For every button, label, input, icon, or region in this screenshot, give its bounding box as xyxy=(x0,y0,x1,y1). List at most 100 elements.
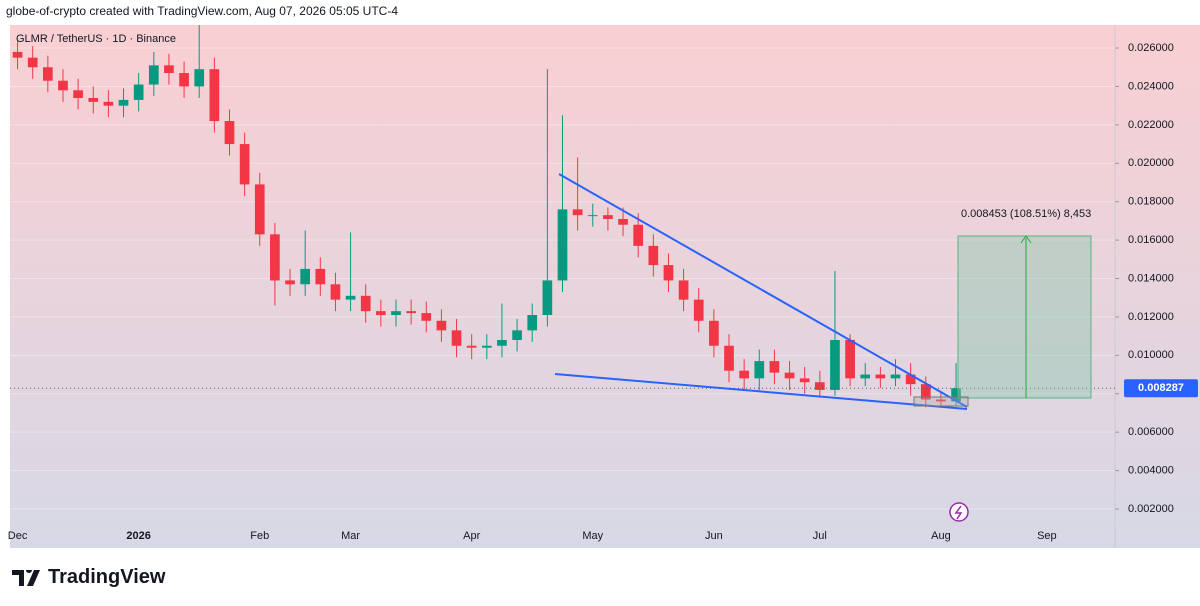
candle-body xyxy=(360,295,371,312)
candle-body xyxy=(693,299,704,321)
last-price-label: 0.008287 xyxy=(1138,382,1184,394)
consolidation-box xyxy=(913,396,969,407)
candle-body xyxy=(648,245,659,266)
candle-body xyxy=(254,184,265,235)
event-icon-bolt xyxy=(954,505,963,520)
y-tick-label: 0.020000 xyxy=(1128,157,1174,169)
candle-body xyxy=(920,384,931,400)
chart: 0.008453 (108.51%) 8,453 GLMR / TetherUS… xyxy=(8,25,1200,548)
candle-body xyxy=(285,280,295,285)
target-zone xyxy=(957,235,1092,399)
candle-body xyxy=(830,339,840,390)
candle-body xyxy=(270,234,280,281)
candle-body xyxy=(663,265,674,281)
x-tick-label: Aug xyxy=(931,530,951,542)
candle-body xyxy=(512,330,522,340)
candle-body xyxy=(103,101,114,106)
candle-body xyxy=(406,311,416,314)
y-tick-label: 0.002000 xyxy=(1128,503,1174,515)
header: globe-of-crypto created with TradingView… xyxy=(6,4,398,18)
candle-body xyxy=(118,99,129,106)
candle-body xyxy=(784,372,795,379)
candle-body xyxy=(769,361,780,373)
x-tick-label: Mar xyxy=(341,530,360,542)
x-tick-label: 2026 xyxy=(126,530,150,542)
candle-body xyxy=(557,209,568,281)
candle-body xyxy=(905,374,916,385)
candle-body xyxy=(300,268,311,285)
candle-body xyxy=(497,339,507,346)
plot-background xyxy=(10,25,1200,548)
candle-body xyxy=(618,218,628,225)
candle-body xyxy=(890,374,901,379)
candle-body xyxy=(12,51,23,58)
candle-body xyxy=(572,209,583,216)
candle-body xyxy=(239,144,250,185)
brand-name: TradingView xyxy=(48,566,166,588)
candle-body xyxy=(633,224,644,246)
candle-body xyxy=(88,97,99,102)
candle-body xyxy=(224,121,235,145)
target-arrow-head xyxy=(1020,235,1032,244)
candle-body xyxy=(709,320,719,346)
y-tick-label: 0.004000 xyxy=(1128,464,1174,476)
candle-body xyxy=(421,313,432,321)
y-tick-label: 0.006000 xyxy=(1128,426,1174,438)
candle-body xyxy=(860,374,871,379)
x-tick-label: Sep xyxy=(1037,530,1057,542)
candle-body xyxy=(376,311,386,316)
candle-body xyxy=(164,65,174,74)
brand: TradingView xyxy=(12,566,165,589)
y-tick-label: 0.022000 xyxy=(1128,119,1174,131)
candle-body xyxy=(481,345,492,348)
candle-body xyxy=(194,69,205,87)
y-tick-label: 0.014000 xyxy=(1128,272,1174,284)
y-tick-label: 0.024000 xyxy=(1128,80,1174,92)
candle-body xyxy=(330,284,341,300)
candle-body xyxy=(436,320,447,331)
chart-title: GLMR / TetherUS · 1D · Binance xyxy=(16,33,176,45)
candle-body xyxy=(587,215,598,217)
candle-body xyxy=(845,339,855,379)
candle-body xyxy=(466,345,477,348)
candle-body xyxy=(209,69,220,122)
event-icon[interactable] xyxy=(949,502,969,522)
candle-body xyxy=(724,345,734,371)
x-tick-label: Dec xyxy=(8,530,28,542)
upper-trendline xyxy=(558,173,968,408)
candle-body xyxy=(527,315,538,331)
y-tick-label: 0.018000 xyxy=(1128,196,1174,208)
y-tick-label: 0.010000 xyxy=(1128,349,1174,361)
candle-body xyxy=(951,388,961,402)
candle-body xyxy=(542,280,553,316)
y-tick-label: 0.012000 xyxy=(1128,311,1174,323)
last-price-tag xyxy=(1124,379,1198,398)
candle-body xyxy=(58,80,68,91)
candle-body xyxy=(875,374,886,379)
y-tick-label: 0.026000 xyxy=(1128,42,1174,54)
candle-body xyxy=(391,311,401,316)
candle-body xyxy=(936,399,946,402)
x-tick-label: Apr xyxy=(463,530,480,542)
candle-body xyxy=(451,330,462,346)
candle-body xyxy=(754,361,765,379)
x-tick-label: Feb xyxy=(250,530,269,542)
candle-body xyxy=(42,67,53,81)
position-label: 0.008453 (108.51%) 8,453 xyxy=(961,208,1091,220)
candle-body xyxy=(315,268,326,285)
candle-body xyxy=(678,280,689,300)
candle-body xyxy=(814,382,825,390)
y-tick-label: 0.016000 xyxy=(1128,234,1174,246)
candle-body xyxy=(27,57,38,68)
candle-body xyxy=(799,378,810,383)
candle-body xyxy=(179,73,189,87)
x-tick-label: Jul xyxy=(813,530,827,542)
x-tick-label: Jun xyxy=(705,530,723,542)
x-tick-label: May xyxy=(582,530,603,542)
candle-body xyxy=(148,65,159,85)
candle-body xyxy=(133,84,144,100)
lower-trendline xyxy=(554,373,968,410)
brand-logo xyxy=(12,569,40,586)
candle-body xyxy=(73,90,83,98)
